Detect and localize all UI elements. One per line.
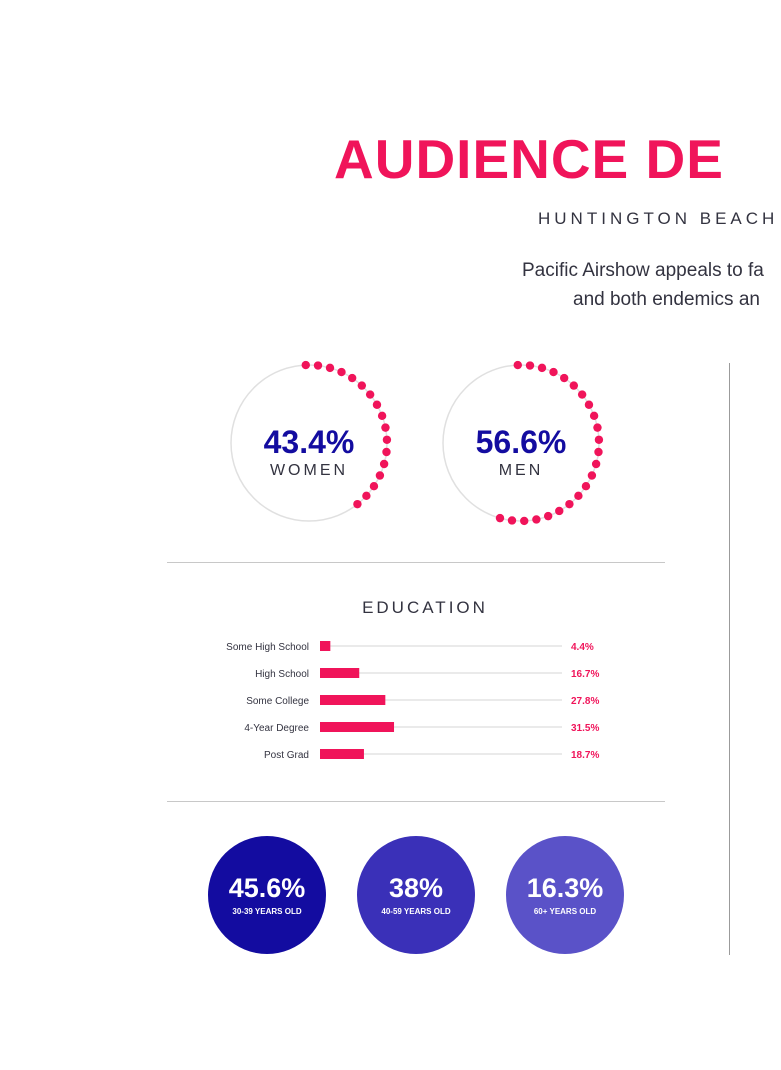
vertical-divider xyxy=(729,363,730,955)
gauge-dot xyxy=(507,516,517,525)
tick-label: 4-Year Degree xyxy=(244,723,309,734)
gauge-dot xyxy=(495,513,505,523)
gauge-dot xyxy=(593,423,602,432)
age-value: 45.6% xyxy=(228,873,306,903)
bar xyxy=(320,722,395,732)
gauge-dot xyxy=(365,390,375,399)
gauge-dot xyxy=(559,373,569,383)
gauge-dot xyxy=(587,471,597,480)
section-divider xyxy=(167,562,665,563)
gauge-dot xyxy=(520,516,529,526)
gauge-dot xyxy=(375,471,385,480)
gauge-dot xyxy=(577,390,587,399)
age-bubble-40-59: 38% 40-59 YEARS OLD xyxy=(357,836,475,954)
tick-label: Post Grad xyxy=(264,750,309,761)
tick-label: Some High School xyxy=(226,642,309,653)
page-subtitle: HUNTINGTON BEACH xyxy=(538,209,779,228)
gauge-dot xyxy=(513,360,522,370)
gauge-dot xyxy=(574,491,583,501)
gauge-dot xyxy=(565,499,574,509)
gauge-dot xyxy=(589,411,599,421)
gauge-dot xyxy=(537,363,547,373)
bar xyxy=(320,668,360,678)
gauge-dot xyxy=(584,400,594,409)
gauge-dot xyxy=(382,447,391,457)
age-label: 40-59 YEARS OLD xyxy=(381,907,451,916)
gauge-dot xyxy=(337,367,346,377)
tick-label: Some College xyxy=(246,696,309,707)
bar xyxy=(320,695,386,705)
gauge-dot xyxy=(372,400,382,409)
gauge-dot xyxy=(549,367,558,377)
age-bubble-30-39: 45.6% 30-39 YEARS OLD xyxy=(208,836,326,954)
education-title: EDUCATION xyxy=(362,598,488,617)
gauge-dot xyxy=(301,360,310,370)
page-title: AUDIENCE DE xyxy=(334,128,724,190)
gauge-dot xyxy=(594,447,603,457)
data-label: 27.8% xyxy=(571,696,599,707)
gauge-dot xyxy=(555,506,564,516)
gauge-dot xyxy=(353,499,362,509)
data-label: 31.5% xyxy=(571,723,599,734)
age-label: 60+ YEARS OLD xyxy=(533,907,597,916)
gauge-dot xyxy=(313,361,323,370)
intro-text-line-2: and both endemics an xyxy=(573,289,760,310)
gauge-dot xyxy=(543,511,553,521)
gauge-dot xyxy=(347,373,357,383)
intro-text-line-1: Pacific Airshow appeals to fa xyxy=(522,260,764,281)
gauge-dot xyxy=(369,481,379,491)
data-label: 18.7% xyxy=(571,750,599,761)
gauge-dot xyxy=(594,435,604,444)
data-label: 4.4% xyxy=(571,642,594,653)
gauge-dot xyxy=(362,491,371,501)
gauge-dot xyxy=(532,515,541,524)
bar xyxy=(320,749,364,759)
gauge-label: WOMEN xyxy=(270,462,348,479)
education-chart: Some High School 4.4% High School 16.7% Some… xyxy=(226,641,599,761)
gauge-label: MEN xyxy=(499,462,544,479)
age-bubble-60-plus: 16.3% 60+ YEARS OLD xyxy=(506,836,624,954)
age-value: 38% xyxy=(388,873,444,903)
gauge-dot xyxy=(591,459,601,469)
gauge-dot xyxy=(525,361,535,370)
section-divider xyxy=(167,801,665,802)
gauge-dot xyxy=(379,459,389,469)
age-label: 30-39 YEARS OLD xyxy=(232,907,302,916)
tick-label: High School xyxy=(255,669,309,680)
gauge-value: 56.6% xyxy=(476,424,567,460)
gauge-dot xyxy=(382,435,392,444)
data-label: 16.7% xyxy=(571,669,599,680)
gauge-dot xyxy=(325,363,335,373)
age-value: 16.3% xyxy=(526,873,604,903)
gauge-dot xyxy=(569,381,579,390)
gauge-dot xyxy=(377,411,387,421)
gauge-value: 43.4% xyxy=(264,424,355,460)
gauge-dot xyxy=(357,381,367,390)
gender-chart: 43.4% WOMEN 56.6% MEN xyxy=(230,360,604,526)
gauge-dot xyxy=(581,481,591,491)
bar xyxy=(320,641,331,651)
gauge-dot xyxy=(381,423,390,432)
